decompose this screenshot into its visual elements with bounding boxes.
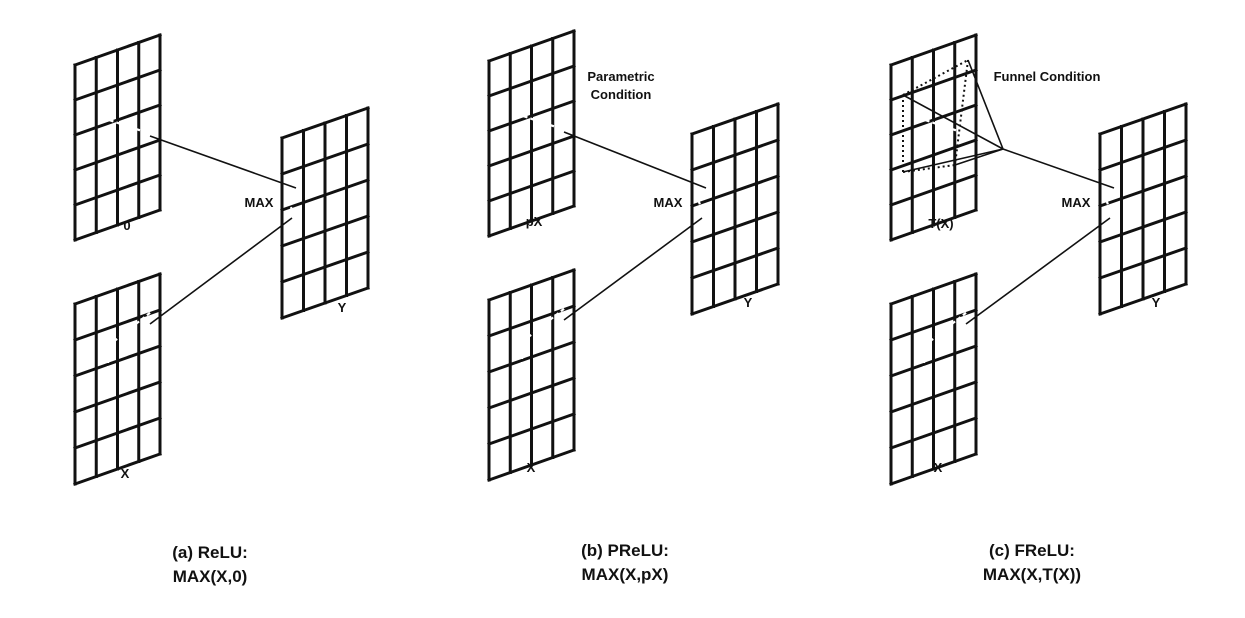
funnel-edge xyxy=(902,148,1004,173)
bottom-connection-line xyxy=(149,217,293,325)
bottom-input-grid xyxy=(73,272,162,486)
x-grid-label: X xyxy=(934,460,943,475)
px-grid-label: pX xyxy=(526,214,543,229)
output-grid xyxy=(280,106,370,320)
top-input-grid xyxy=(889,33,978,242)
frelu-panel: T(X) X MAX Y Funnel Condition (c) FReLU:… xyxy=(889,33,1188,584)
output-grid xyxy=(690,102,780,316)
x-grid-label: X xyxy=(121,466,130,481)
x-grid-label: X xyxy=(527,460,536,475)
max-label: MAX xyxy=(245,195,274,210)
prelu-caption-title: (b) PReLU: xyxy=(581,541,669,560)
top-connection-line xyxy=(563,131,707,189)
funnel-condition-label: Funnel Condition xyxy=(994,69,1101,84)
funnel-edge xyxy=(954,148,1004,166)
parametric-condition-label-line2: Condition xyxy=(591,87,652,102)
top-window-highlight xyxy=(102,116,152,136)
relu-caption-title: (a) ReLU: xyxy=(172,543,248,562)
output-window-highlight xyxy=(694,193,704,211)
max-label: MAX xyxy=(654,195,683,210)
bottom-input-grid xyxy=(889,272,978,486)
y-grid-label: Y xyxy=(744,295,753,310)
output-window-highlight xyxy=(284,193,294,211)
y-grid-label: Y xyxy=(1152,295,1161,310)
top-input-grid xyxy=(73,33,162,242)
bottom-window-highlight xyxy=(516,307,566,347)
top-connection-line xyxy=(1002,148,1115,189)
zero-grid-label: 0 xyxy=(123,218,130,233)
funnel-edge xyxy=(902,94,1004,150)
frelu-caption-title: (c) FReLU: xyxy=(989,541,1075,560)
frelu-caption-formula: MAX(X,T(X)) xyxy=(983,565,1081,584)
bottom-connection-line xyxy=(563,217,703,321)
top-connection-line xyxy=(149,135,297,189)
bottom-window-highlight xyxy=(918,311,968,351)
bottom-input-grid xyxy=(487,268,576,482)
relu-caption-formula: MAX(X,0) xyxy=(173,567,248,586)
parametric-condition-label-line1: Parametric xyxy=(587,69,654,84)
max-label: MAX xyxy=(1062,195,1091,210)
top-input-grid xyxy=(487,29,576,238)
funnel-window-top xyxy=(902,59,969,96)
output-window-highlight xyxy=(1102,193,1112,211)
funnel-window-bottom xyxy=(902,164,956,173)
top-window-highlight xyxy=(516,112,566,132)
output-grid xyxy=(1098,102,1188,316)
y-grid-label: Y xyxy=(338,300,347,315)
prelu-caption-formula: MAX(X,pX) xyxy=(582,565,669,584)
relu-panel: 0 X MAX Y (a) ReLU: MAX(X,0) xyxy=(73,33,370,586)
bottom-connection-line xyxy=(965,217,1111,325)
funnel-edge xyxy=(967,59,1004,150)
tx-grid-label: T(X) xyxy=(928,216,953,231)
bottom-window-highlight xyxy=(102,311,152,351)
prelu-panel: pX X MAX Y Parametric Condition (b) PReL… xyxy=(487,29,780,584)
